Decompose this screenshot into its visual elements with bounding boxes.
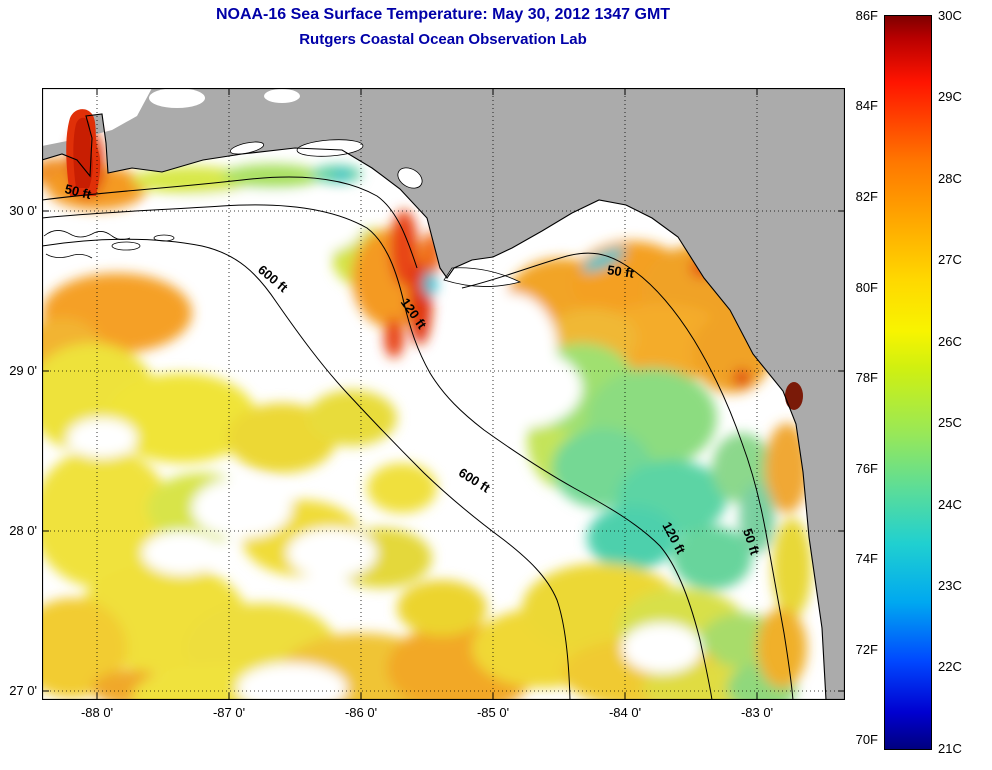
y-axis-tick-label: 27 0': [9, 683, 37, 698]
land-gap: [149, 88, 205, 108]
x-axis-tick-label: -84 0': [608, 705, 642, 720]
contour-label: 50 ft: [606, 262, 635, 281]
land-region: [42, 88, 845, 700]
x-axis-tick-label: -85 0': [476, 705, 510, 720]
sst-map-svg: 50 ft 600 ft 120 ft 50 ft 600 ft 120 ft …: [41, 87, 846, 701]
x-axis-tick-label: -88 0': [80, 705, 114, 720]
depth-contours: [41, 176, 794, 701]
colorbar-c-label: 28C: [938, 171, 962, 186]
colorbar-c-label: 24C: [938, 497, 962, 512]
colorbar-c-label: 29C: [938, 89, 962, 104]
contour-label: 600 ft: [456, 465, 493, 496]
colorbar-gradient: [884, 15, 932, 750]
colorbar-c-label: 25C: [938, 415, 962, 430]
contour-120ft: [41, 204, 713, 701]
land-gap: [264, 89, 300, 103]
contour-label: 600 ft: [255, 262, 291, 296]
x-axis-tick-label: -87 0': [212, 705, 246, 720]
colorbar-f-label: 82F: [855, 189, 878, 204]
colorbar-c-label: 30C: [938, 8, 962, 23]
colorbar-f-label: 76F: [855, 461, 878, 476]
y-axis-tick-label: 29 0': [9, 363, 37, 378]
colorbar-f-label: 84F: [855, 98, 878, 113]
y-axis-tick-label: 30 0': [9, 203, 37, 218]
colorbar-c-label: 27C: [938, 252, 962, 267]
contour-50ft-west: [41, 176, 418, 269]
mobile-bay-hot-core: [73, 117, 93, 188]
colorbar-f-label: 86F: [855, 8, 878, 23]
x-axis-tick-label: -83 0': [740, 705, 774, 720]
map-frame: [41, 87, 846, 701]
coastline: [41, 113, 827, 701]
colorbar-c-label: 22C: [938, 659, 962, 674]
y-axis-tick-label: 28 0': [9, 523, 37, 538]
figure-subtitle: Rutgers Coastal Ocean Observation Lab: [299, 31, 587, 48]
sst-data-layer: [42, 128, 812, 700]
colorbar-c-label: 21C: [938, 741, 962, 756]
contour-50ft-bigbend: [461, 252, 794, 701]
contour-label: 50 ft: [63, 181, 93, 202]
map-canvas: 50 ft 600 ft 120 ft 50 ft 600 ft 120 ft …: [41, 87, 846, 701]
colorbar-f-label: 72F: [855, 642, 878, 657]
x-axis-tick-label: -86 0': [344, 705, 378, 720]
figure-title: NOAA-16 Sea Surface Temperature: May 30,…: [215, 6, 671, 23]
colorbar-f-label: 80F: [855, 280, 878, 295]
colorbar-f-label: 74F: [855, 551, 878, 566]
axis-ticks: [42, 88, 845, 700]
colorbar-c-label: 23C: [938, 578, 962, 593]
colorbar-f-label: 78F: [855, 370, 878, 385]
contour-600ft: [41, 238, 571, 701]
dark-coastal-spot: [785, 382, 803, 410]
colorbar-c-label: 26C: [938, 334, 962, 349]
colorbar-f-label: 70F: [855, 732, 878, 747]
